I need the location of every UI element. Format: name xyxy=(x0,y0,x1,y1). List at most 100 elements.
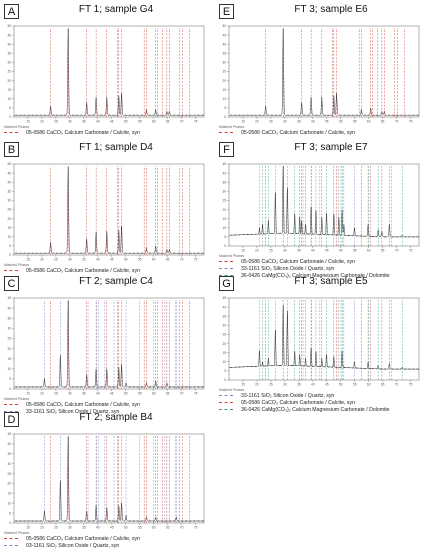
x-tick-label: 15 xyxy=(241,120,245,124)
x-tick-label: 45 xyxy=(325,383,329,387)
phase-legend: Matched Phases 05-0586 CaCO₃ Calcium Carb… xyxy=(219,125,355,136)
y-tick-label: 25 xyxy=(7,337,11,341)
y-tick-label: 50 xyxy=(222,24,226,28)
y-tick-label: 5 xyxy=(9,511,11,515)
y-tick-label: 0 xyxy=(9,521,11,525)
x-tick-label: 65 xyxy=(381,249,385,253)
phase-legend: Matched Phases 05-0586 CaCO₃ Calcium Carb… xyxy=(219,254,390,279)
x-tick-label: 25 xyxy=(54,392,58,396)
x-tick-label: 30 xyxy=(283,383,287,387)
x-tick-label: 15 xyxy=(26,258,30,262)
legend-header: Matched Phases xyxy=(4,531,30,535)
legend-label: 05-0586 CaCO₃ Calcium Carbonate / Calcit… xyxy=(26,535,140,542)
x-tick-label: 35 xyxy=(297,120,301,124)
x-tick-label: 15 xyxy=(241,249,245,253)
y-tick-label: 35 xyxy=(222,52,226,56)
panel-title: FT 3; sample E6 xyxy=(294,4,368,15)
legend-label: 36-0426 CaMg(CO₃)₂ Calcium Magnesium Car… xyxy=(241,272,390,279)
x-tick-label: 40 xyxy=(96,526,100,530)
x-tick-label: 45 xyxy=(110,526,114,530)
x-tick-label: 30 xyxy=(68,392,72,396)
x-tick-label: 20 xyxy=(40,258,44,262)
y-tick-label: 20 xyxy=(222,208,226,212)
x-tick-label: 60 xyxy=(152,392,156,396)
legend-label: 05-0586 CaCO₃ Calcium Carbonate / Calcit… xyxy=(26,267,140,274)
y-tick-label: 5 xyxy=(9,106,11,110)
x-tick-label: 40 xyxy=(96,392,100,396)
y-tick-label: 30 xyxy=(7,61,11,65)
phase-legend: Matched Phases 33-1161 SiO₂ Silicon Oxide… xyxy=(219,388,390,413)
x-tick-label: 40 xyxy=(311,120,315,124)
y-tick-label: 15 xyxy=(7,226,11,230)
y-tick-label: 35 xyxy=(222,314,226,318)
x-tick-label: 15 xyxy=(26,120,30,124)
y-tick-label: 20 xyxy=(7,79,11,83)
legend-header: Matched Phases xyxy=(219,254,245,258)
xrd-plot: 0 5 10 15 20 25 30 35 40 45 50 15 20 25 30 35 40 45 50 55 60… xyxy=(7,24,205,124)
x-tick-label: 40 xyxy=(311,249,315,253)
x-tick-label: 75 xyxy=(194,120,198,124)
y-tick-label: 50 xyxy=(7,24,11,28)
measured-pattern xyxy=(228,165,420,238)
y-tick-label: 20 xyxy=(7,217,11,221)
y-tick-label: 10 xyxy=(222,97,226,101)
legend-entry: 05-0586 CaCO₃ Calcium Carbonate / Calcit… xyxy=(4,535,140,542)
legend-entry: 05-0586 CaCO₃ Calcium Carbonate / Calcit… xyxy=(4,129,140,136)
legend-entry: 36-0426 CaMg(CO₃)₂ Calcium Magnesium Car… xyxy=(219,272,390,279)
x-tick-label: 50 xyxy=(339,249,343,253)
x-tick-label: 65 xyxy=(166,392,170,396)
y-tick-label: 10 xyxy=(7,367,11,371)
y-tick-label: 5 xyxy=(9,244,11,248)
x-tick-label: 20 xyxy=(255,120,259,124)
panel-letter: A xyxy=(4,4,19,19)
measured-pattern xyxy=(13,166,205,255)
x-tick-label: 25 xyxy=(269,249,273,253)
panel-d: D FT 2; sample B4 0 5 10 15 20 25 30 35 40 45 15 20… xyxy=(4,412,208,549)
y-tick-label: 40 xyxy=(222,305,226,309)
panel-title: FT 2; sample B4 xyxy=(79,412,153,423)
x-tick-label: 35 xyxy=(82,258,86,262)
x-tick-label: 65 xyxy=(381,120,385,124)
x-tick-label: 70 xyxy=(180,392,184,396)
legend-label: 05-0586 CaCO₃ Calcium Carbonate / Calcit… xyxy=(241,258,355,265)
x-tick-label: 50 xyxy=(124,258,128,262)
y-tick-label: 50 xyxy=(7,162,11,166)
x-tick-label: 55 xyxy=(138,392,142,396)
x-tick-label: 15 xyxy=(26,526,30,530)
legend-swatch xyxy=(4,132,18,133)
y-tick-label: 0 xyxy=(224,378,226,382)
y-tick-label: 30 xyxy=(7,462,11,466)
plot-frame xyxy=(13,25,205,118)
y-tick-label: 40 xyxy=(7,306,11,310)
y-tick-label: 0 xyxy=(9,387,11,391)
panel-title: FT 1; sample G4 xyxy=(78,4,154,15)
x-tick-label: 35 xyxy=(297,249,301,253)
legend-entry: 33-1161 SiO₂ Silicon Oxide / Quartz, syn xyxy=(4,408,140,415)
phase-legend: Matched Phases 05-0586 CaCO₃ Calcium Carb… xyxy=(4,125,140,136)
x-tick-label: 75 xyxy=(194,258,198,262)
legend-swatch xyxy=(4,545,18,546)
x-tick-label: 55 xyxy=(138,120,142,124)
x-tick-label: 35 xyxy=(82,392,86,396)
y-tick-label: 45 xyxy=(222,33,226,37)
xrd-plot: 0 5 10 15 20 25 30 35 40 45 15 20 25 30 35 40 45 50 55 60 65… xyxy=(222,162,420,253)
legend-label: 05-0586 CaCO₃ Calcium Carbonate / Calcit… xyxy=(26,401,140,408)
x-tick-label: 45 xyxy=(325,120,329,124)
y-tick-label: 0 xyxy=(224,244,226,248)
y-tick-label: 40 xyxy=(7,42,11,46)
legend-swatch xyxy=(4,270,18,271)
x-tick-label: 75 xyxy=(409,249,413,253)
x-tick-label: 75 xyxy=(194,392,198,396)
plot-frame xyxy=(13,433,205,524)
legend-entry: 33-1161 SiO₂ Silicon Oxide / Quartz, syn xyxy=(219,392,390,399)
xrd-plot: 0 5 10 15 20 25 30 35 40 45 50 15 20 25 30 35 40 45 50 55 60… xyxy=(222,24,420,124)
plot-frame xyxy=(228,25,420,118)
y-tick-label: 10 xyxy=(7,235,11,239)
y-tick-label: 35 xyxy=(222,180,226,184)
panel-letter: F xyxy=(219,142,234,157)
panel-letter: B xyxy=(4,142,19,157)
panel-title: FT 3; sample E7 xyxy=(294,142,368,153)
y-tick-label: 25 xyxy=(222,333,226,337)
x-tick-label: 55 xyxy=(353,383,357,387)
y-tick-label: 40 xyxy=(222,171,226,175)
